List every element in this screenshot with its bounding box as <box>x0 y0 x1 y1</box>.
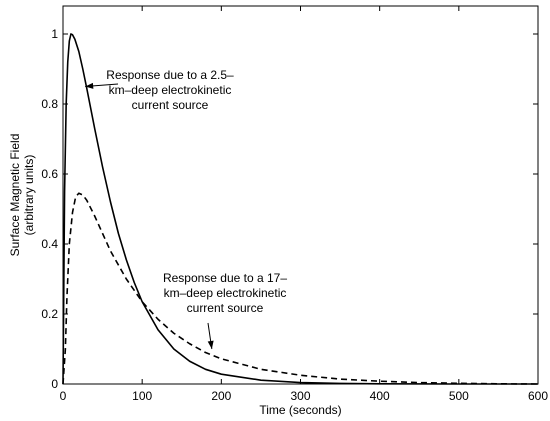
x-tick-label: 600 <box>528 389 548 403</box>
series-line-1 <box>62 33 538 385</box>
annotation-1-line-1: Response due to a 2.5– <box>106 68 234 82</box>
y-tick-label: 1 <box>51 27 58 41</box>
x-tick-label: 300 <box>290 389 310 403</box>
y-axis-label-line-1: Surface Magnetic Field <box>8 134 22 257</box>
annotation-2-line-2: km–deep electrokinetic <box>164 286 287 300</box>
annotation-1-line-2: km–deep electrokinetic <box>109 83 232 97</box>
x-tick-label: 0 <box>60 389 67 403</box>
x-axis-label: Time (seconds) <box>259 403 341 417</box>
annotations-layer: Response due to a 2.5–km–deep electrokin… <box>85 68 287 350</box>
annotation-1-line-3: current source <box>132 98 209 112</box>
y-tick-label: 0.4 <box>41 237 58 251</box>
x-tick-label: 400 <box>370 389 390 403</box>
curves-layer <box>62 33 539 385</box>
ticks-layer: 0 100 200 300 400 500 600 0 0.2 0.4 0.6 0.8 1 <box>41 6 548 403</box>
series-line-2 <box>62 192 539 385</box>
y-tick-label: 0.2 <box>41 307 58 321</box>
annotation-2-line-3: current source <box>187 301 264 315</box>
annotation-2-line-1: Response due to a 17– <box>163 271 287 285</box>
y-tick-label: 0.6 <box>41 167 58 181</box>
x-tick-label: 200 <box>211 389 231 403</box>
x-tick-label: 100 <box>132 389 152 403</box>
annotation-1-arrow-head <box>85 82 94 89</box>
y-tick-label: 0 <box>51 377 58 391</box>
plot-frame <box>62 5 539 385</box>
y-tick-label: 0.8 <box>41 97 58 111</box>
y-axis-label-line-2: (arbitrary units) <box>22 155 36 236</box>
x-tick-label: 500 <box>449 389 469 403</box>
annotation-2-arrow-head <box>207 340 214 349</box>
